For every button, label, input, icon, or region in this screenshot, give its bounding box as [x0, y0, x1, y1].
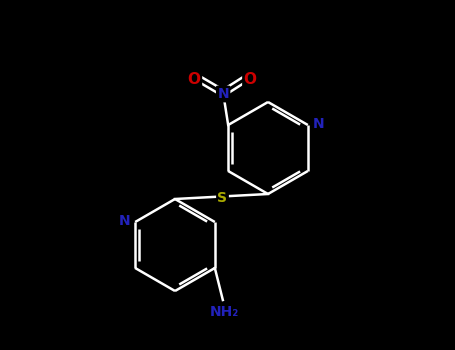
Text: S: S [217, 190, 228, 204]
Text: O: O [244, 71, 257, 86]
Text: NH₂: NH₂ [210, 305, 239, 319]
Text: N: N [313, 117, 324, 131]
Text: N: N [217, 87, 229, 101]
Text: N: N [119, 214, 130, 228]
Text: O: O [187, 71, 201, 86]
